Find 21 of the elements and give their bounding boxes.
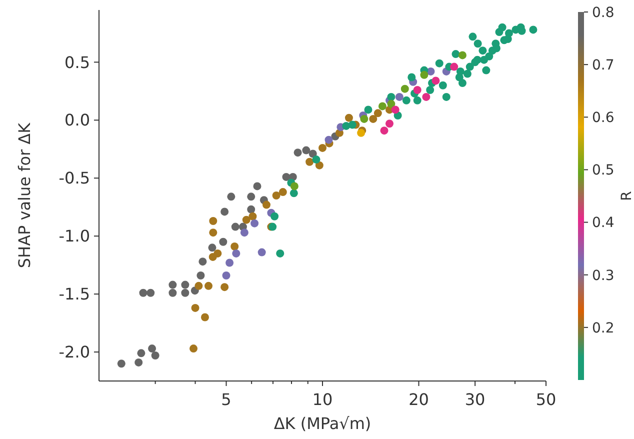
y-tick-label: -2.0 xyxy=(58,342,90,362)
color-bar-label: 0.7 xyxy=(592,57,614,74)
y-tick-label: -0.5 xyxy=(58,168,90,188)
y-tick-label: -1.5 xyxy=(58,284,90,304)
y-tick-label: 0.5 xyxy=(64,52,90,72)
y-tick-label: -1.0 xyxy=(58,226,90,246)
color-bar-label: 0.5 xyxy=(592,162,614,179)
color-bar-label: 0.6 xyxy=(592,110,614,126)
y-tick-label: 0.0 xyxy=(64,110,90,130)
color-bar-title: R xyxy=(619,190,634,201)
color-bar-label: 0.3 xyxy=(592,268,614,284)
x-tick-label: 5 xyxy=(221,390,232,409)
y-axis-title: SHAP value for ΔK xyxy=(15,122,34,268)
color-bar-label: 0.8 xyxy=(592,4,614,21)
x-tick-label: 50 xyxy=(536,390,556,409)
x-tick-label: 30 xyxy=(464,390,486,409)
color-bar-label: 0.4 xyxy=(592,215,614,232)
x-axis-title: ΔK (MPa√m) xyxy=(274,414,372,433)
x-tick-label: 20 xyxy=(408,390,429,409)
x-tick-label: 10 xyxy=(312,390,333,409)
color-bar-label: 0.2 xyxy=(592,320,614,336)
